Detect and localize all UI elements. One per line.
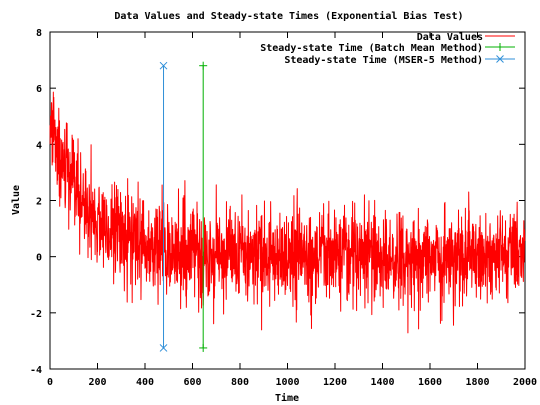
x-tick-label: 2000	[513, 377, 537, 388]
mser-5-marker-top-b	[159, 61, 168, 70]
x-axis-label: Time	[275, 392, 299, 404]
plot-content	[49, 61, 526, 352]
x-tick-label: 800	[231, 377, 249, 388]
legend-batch-mean-label: Steady-state Time (Batch Mean Method)	[260, 42, 483, 54]
chart-title: Data Values and Steady-state Times (Expo…	[114, 10, 463, 22]
x-tick-label: 400	[136, 377, 154, 388]
mser-5-marker-bottom-b	[159, 344, 168, 352]
y-tick-label: 2	[36, 197, 42, 208]
y-tick-label: 0	[36, 253, 42, 264]
x-tick-label: 200	[88, 377, 106, 388]
x-tick-label: 0	[47, 377, 53, 388]
y-tick-label: -4	[30, 365, 42, 376]
y-tick-label: 4	[36, 140, 42, 151]
x-tick-label: 1200	[323, 377, 347, 388]
x-tick-label: 1000	[275, 377, 299, 388]
x-tick-label: 1400	[370, 377, 394, 388]
y-tick-label: 6	[36, 84, 42, 95]
legend-data-values-label: Data Values	[417, 32, 483, 43]
data-values-series	[49, 91, 526, 334]
x-axis: 0 200 400 600 800 1000 1200 1400 1600 1800 2000	[47, 32, 537, 388]
y-tick-label: 8	[36, 28, 42, 39]
legend-mser-5-marker-b	[496, 55, 504, 63]
x-tick-label: 1800	[465, 377, 489, 388]
legend-mser-5-label: Steady-state Time (MSER-5 Method)	[284, 54, 483, 66]
x-tick-label: 600	[183, 377, 201, 388]
y-axis-label: Value	[11, 185, 22, 215]
x-tick-label: 1600	[418, 377, 442, 388]
y-tick-label: -2	[30, 309, 42, 320]
